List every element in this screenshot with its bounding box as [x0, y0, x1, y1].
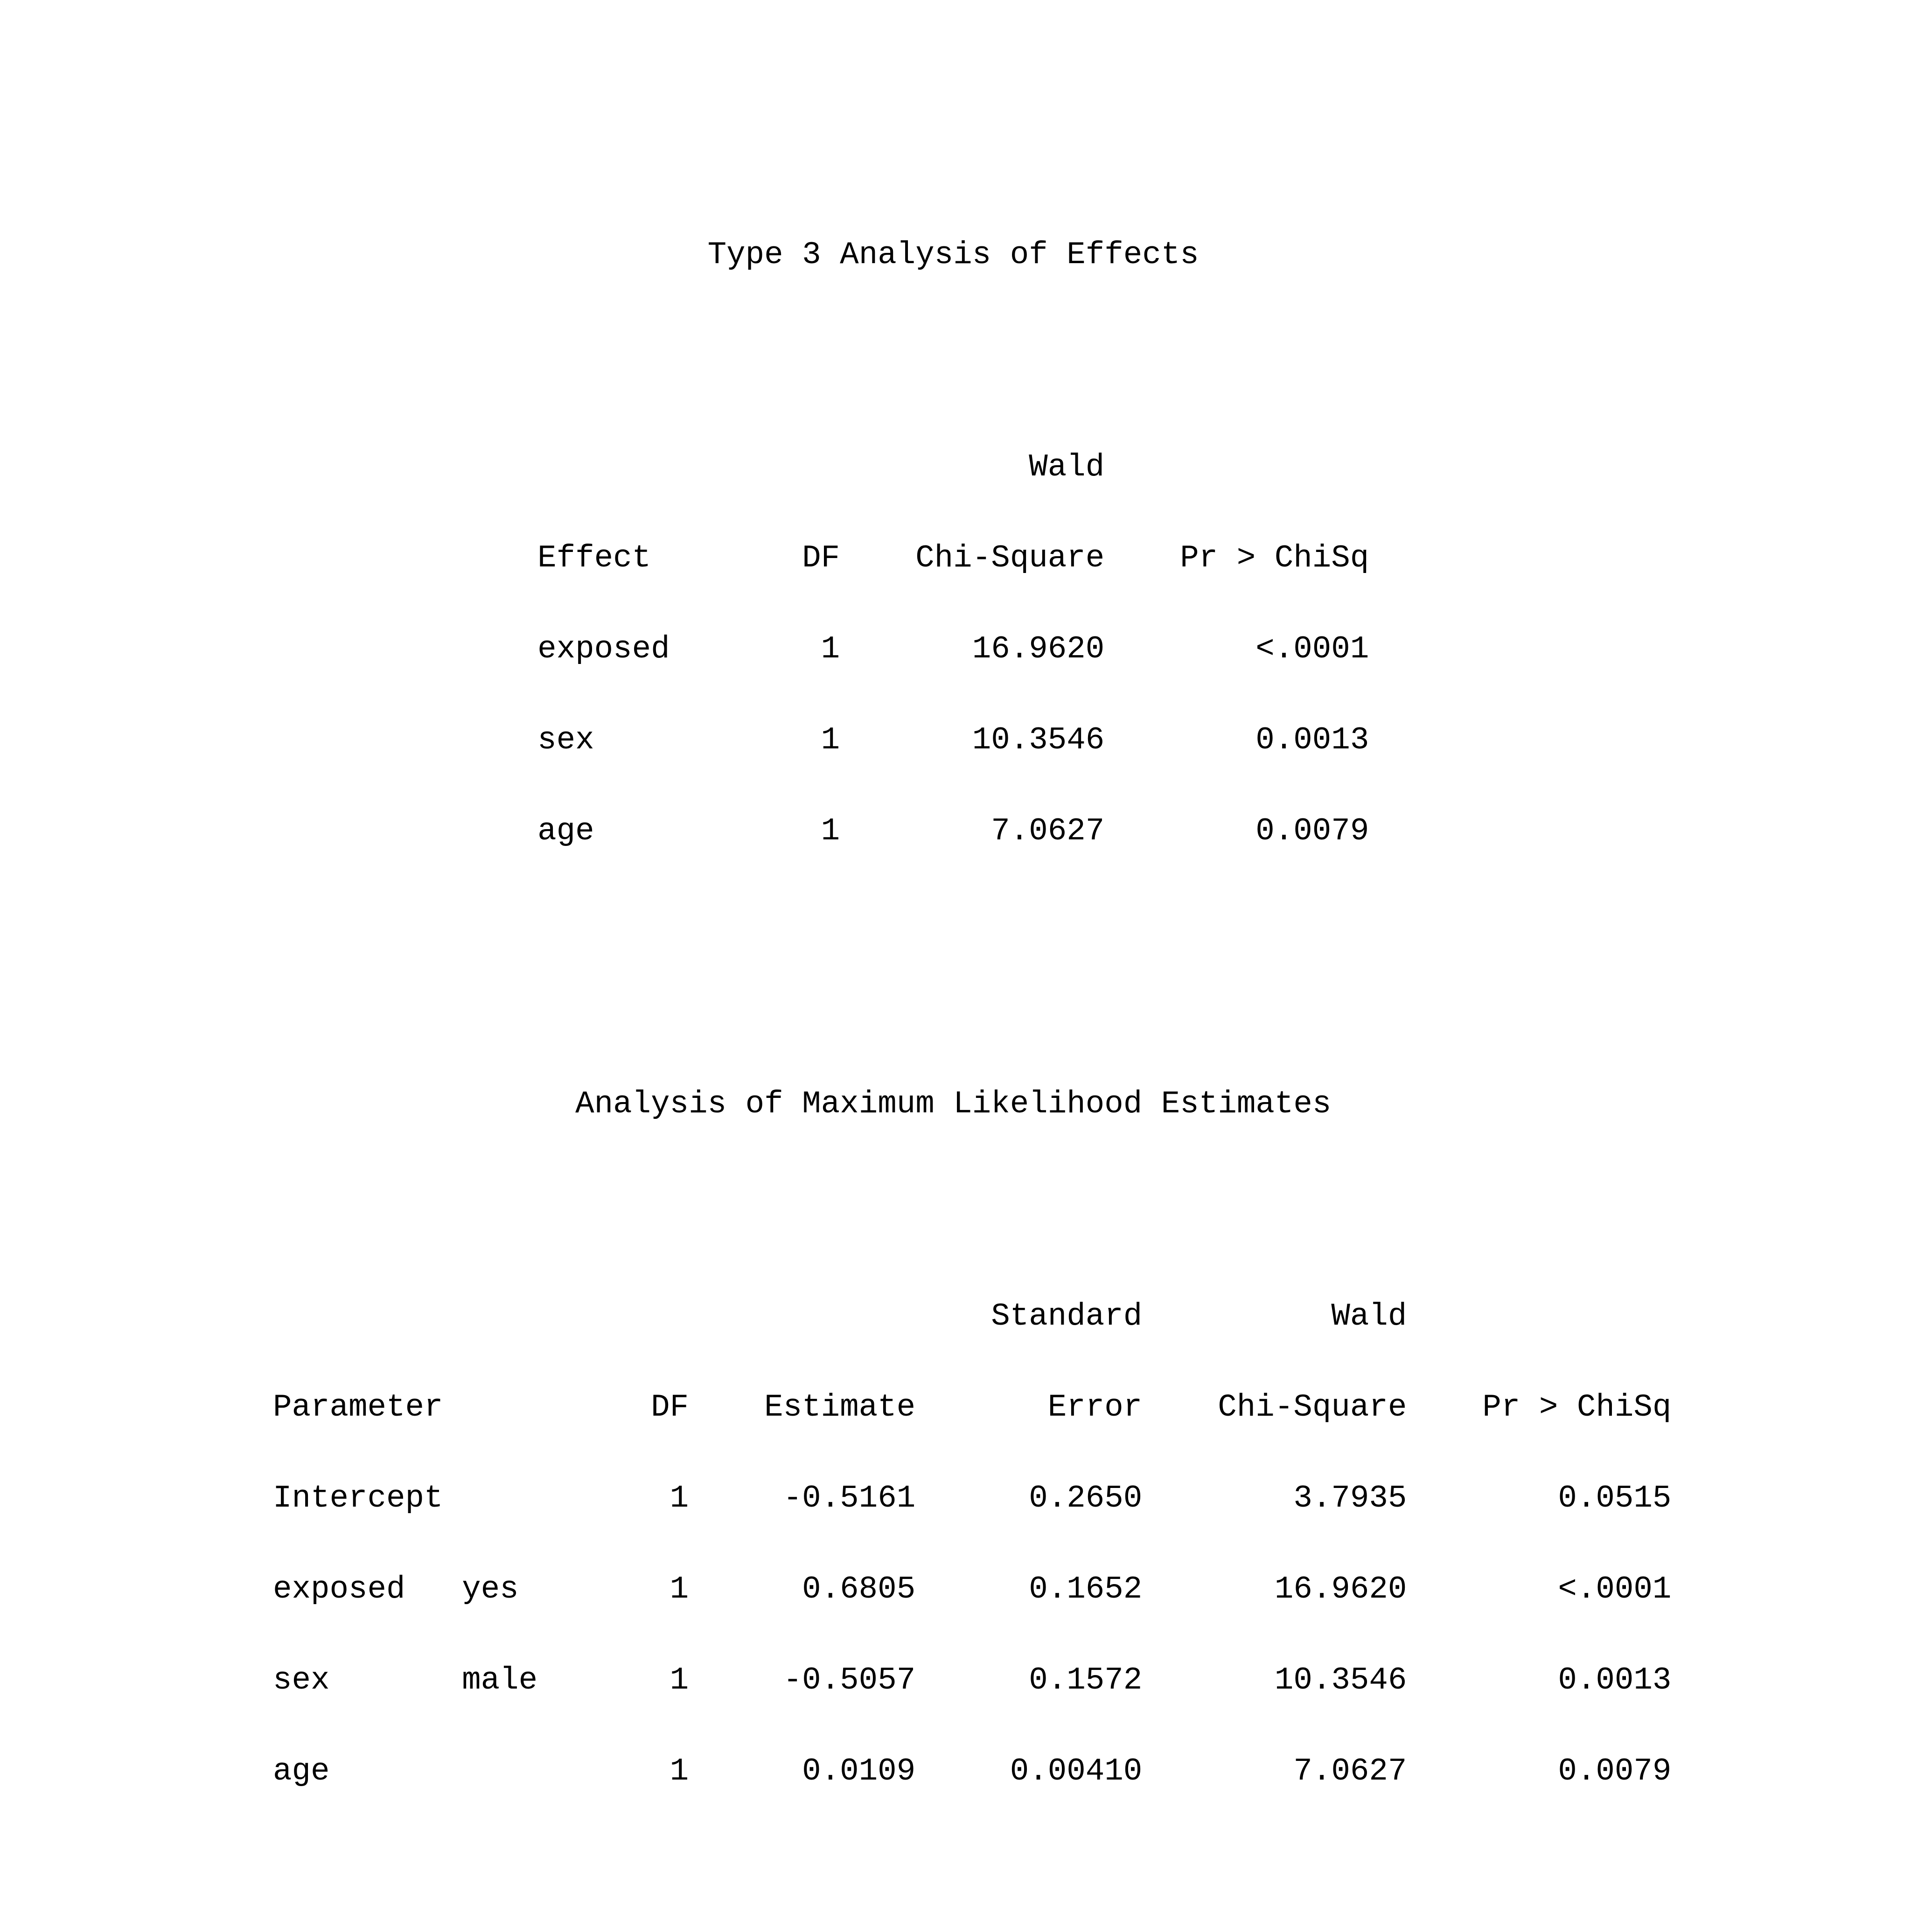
mle-top-header-wald: Wald [1331, 1299, 1407, 1334]
table-row: sex 1 10.3546 0.0013 [537, 723, 1633, 758]
cell-chisq: 16.9620 [972, 632, 1105, 667]
cell-estimate: -0.5161 [783, 1481, 916, 1516]
mle-header-chisq: Chi-Square [1218, 1390, 1407, 1425]
cell-chisq: 16.9620 [1274, 1572, 1407, 1607]
cell-level: male [462, 1663, 538, 1698]
table-row: Intercept 1 -0.5161 0.2650 3.7935 0.0515 [273, 1481, 1671, 1516]
cell-level [462, 1484, 613, 1514]
cell-estimate: 0.0109 [802, 1754, 916, 1789]
mle-header-parameter: Parameter [273, 1390, 443, 1425]
cell-chisq: 7.0627 [1293, 1754, 1407, 1789]
cell-chisq: 10.3546 [1274, 1663, 1407, 1698]
cell-stderr: 0.1572 [1029, 1663, 1143, 1698]
cell-p: 0.0515 [1558, 1481, 1672, 1516]
mle-header-p: Pr > ChiSq [1482, 1390, 1672, 1425]
type3-header-effect: Effect [537, 541, 651, 576]
cell-level [462, 1757, 613, 1787]
table-row: age 1 0.0109 0.00410 7.0627 0.0079 [273, 1754, 1671, 1789]
cell-p: <.0001 [1558, 1572, 1672, 1607]
cell-parameter: sex [273, 1663, 330, 1698]
cell-chisq: 10.3546 [972, 723, 1105, 758]
cell-effect: age [537, 814, 594, 849]
mle-header-row: Parameter DF Estimate Error Chi-Square P… [273, 1390, 1671, 1425]
type3-top-header-row: Wald [537, 450, 1633, 485]
cell-stderr: 0.1652 [1029, 1572, 1143, 1607]
cell-p: 0.0079 [1558, 1754, 1672, 1789]
mle-title: Analysis of Maximum Likelihood Estimates [575, 1087, 1332, 1122]
type3-header-p: Pr > ChiSq [1180, 541, 1369, 576]
table-row: sex male 1 -0.5057 0.1572 10.3546 0.0013 [273, 1663, 1671, 1698]
cell-stderr: 0.2650 [1029, 1481, 1143, 1516]
cell-parameter: exposed [273, 1572, 405, 1607]
spacer [273, 908, 1633, 968]
cell-estimate: 0.6805 [802, 1572, 916, 1607]
cell-df: 1 [670, 1481, 689, 1516]
table-row: exposed 1 16.9620 <.0001 [537, 632, 1633, 667]
mle-header-df: DF [651, 1390, 689, 1425]
cell-estimate: -0.5057 [783, 1663, 916, 1698]
mle-top-header-row: Standard Wald [273, 1299, 1633, 1334]
cell-df: 1 [821, 723, 840, 758]
cell-p: 0.0013 [1558, 1663, 1672, 1698]
cell-effect: exposed [537, 632, 670, 667]
cell-p: <.0001 [1255, 632, 1369, 667]
table-row: age 1 7.0627 0.0079 [537, 814, 1633, 849]
mle-header-estimate: Estimate [764, 1390, 916, 1425]
table-row: exposed yes 1 0.6805 0.1652 16.9620 <.00… [273, 1572, 1671, 1607]
spacer [273, 1848, 1633, 1908]
cell-df: 1 [821, 632, 840, 667]
cell-df: 1 [670, 1663, 689, 1698]
cell-parameter: age [273, 1754, 330, 1789]
cell-parameter: Intercept [273, 1481, 443, 1516]
cell-chisq: 3.7935 [1293, 1481, 1407, 1516]
cell-df: 1 [670, 1754, 689, 1789]
sas-listing-page: Type 3 Analysis of Effects Wald Effect D… [273, 119, 1671, 1927]
mle-header-stderr: Error [1047, 1390, 1143, 1425]
type3-header-row: Effect DF Chi-Square Pr > ChiSq [537, 541, 1633, 576]
type3-effects-title: Type 3 Analysis of Effects [707, 237, 1199, 273]
cell-p: 0.0079 [1255, 814, 1369, 849]
spacer [273, 1180, 1633, 1211]
type3-header-chisq: Chi-Square [915, 541, 1105, 576]
cell-chisq: 7.0627 [991, 814, 1105, 849]
type3-header-df: DF [802, 541, 840, 576]
cell-df: 1 [670, 1572, 689, 1607]
cell-df: 1 [821, 814, 840, 849]
cell-p: 0.0013 [1255, 723, 1369, 758]
spacer [273, 331, 1633, 362]
cell-level: yes [462, 1572, 519, 1607]
cell-stderr: 0.00410 [1010, 1754, 1143, 1789]
type3-top-header-wald: Wald [1029, 450, 1105, 485]
mle-top-header-standard: Standard [991, 1299, 1143, 1334]
cell-effect: sex [537, 723, 594, 758]
